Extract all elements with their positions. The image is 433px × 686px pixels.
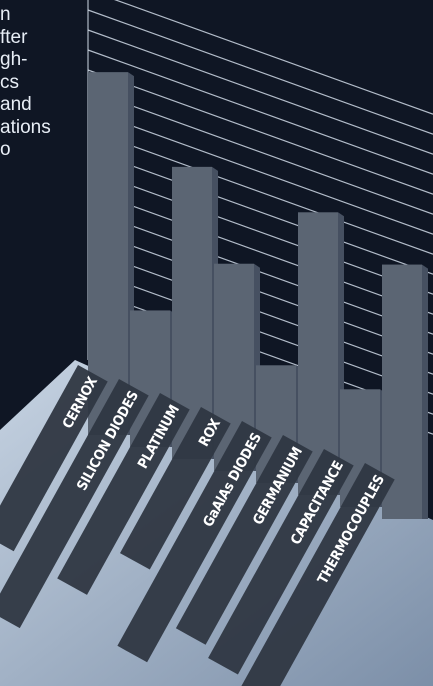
intro-line: fter (0, 26, 28, 48)
grid-line (87, 49, 433, 175)
label-strip (120, 407, 231, 570)
grid-line (87, 229, 433, 355)
label-strip (117, 421, 272, 663)
grid-line (87, 69, 433, 195)
grid-line (87, 169, 433, 295)
label-strip (57, 393, 190, 595)
label-strip (175, 435, 313, 645)
label-strip (0, 365, 108, 552)
grid-line (87, 209, 433, 335)
intro-line: cs (0, 71, 19, 93)
label-strip (208, 449, 354, 675)
bar-side (422, 264, 428, 519)
grid-line (87, 29, 433, 155)
label-strips (0, 365, 395, 686)
grid-line (87, 109, 433, 235)
grid-line (87, 89, 433, 215)
label-strip (241, 463, 395, 686)
intro-line: ations (0, 116, 51, 138)
intro-line: n (0, 4, 11, 25)
grid-line (87, 129, 433, 255)
grid-line (87, 189, 433, 315)
intro-line: gh- (0, 49, 28, 70)
grid-line (87, 149, 433, 275)
intro-line: and (0, 94, 32, 115)
grid-line (87, 249, 433, 375)
grid-line (87, 269, 433, 395)
label-strip (0, 379, 149, 629)
intro-line: o (0, 139, 11, 160)
grid-line (87, 9, 433, 135)
intro-text: n fter gh- cs and ations o (0, 0, 92, 162)
grid-line (114, 0, 433, 115)
bars (88, 72, 428, 519)
